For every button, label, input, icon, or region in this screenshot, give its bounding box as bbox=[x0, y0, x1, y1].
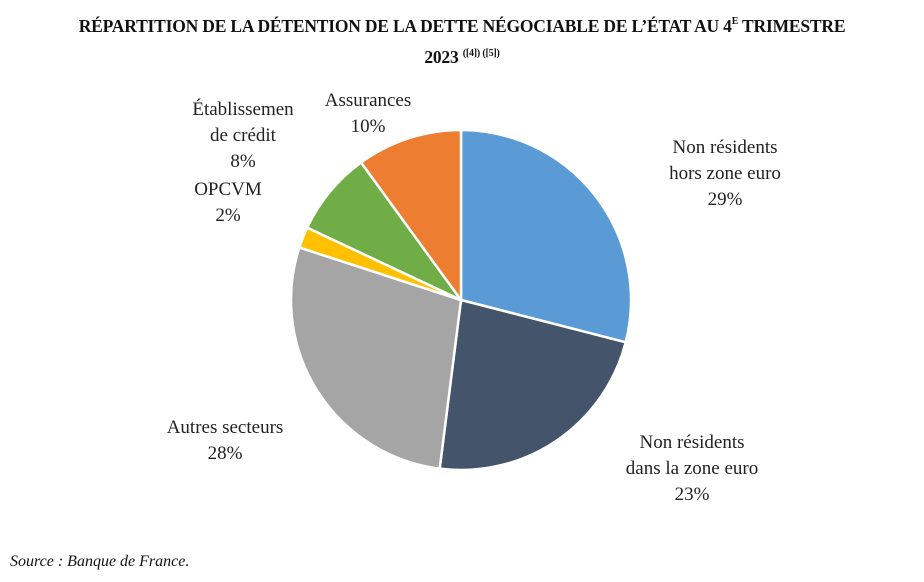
slice-value-label: 10% bbox=[350, 116, 386, 137]
pie-slice-assurances bbox=[359, 128, 463, 304]
slice-value-label: 29% bbox=[707, 189, 743, 210]
chart-title: RÉPARTITION DE LA DÉTENTION DE LA DETTE … bbox=[0, 8, 924, 71]
source-note: Source : Banque de France. bbox=[10, 553, 190, 570]
slice-label-name: OPCVM bbox=[194, 179, 262, 200]
slice-label: Autres secteurs 28% bbox=[167, 415, 284, 467]
title-superscript: E bbox=[731, 16, 739, 27]
slice-label-name: de crédit bbox=[210, 125, 276, 146]
slice-value-label: 23% bbox=[674, 484, 710, 505]
slice-label-name: Autres secteurs bbox=[166, 417, 284, 438]
slice-label: OPCVM 2% bbox=[194, 177, 262, 229]
title-text-end: TRIMESTRE bbox=[738, 16, 846, 36]
slice-label: Établissemen de crédit 8% bbox=[192, 97, 293, 175]
slice-label: Non résidents dans la zone euro 23% bbox=[626, 430, 758, 508]
title-line-1: RÉPARTITION DE LA DÉTENTION DE LA DETTE … bbox=[0, 8, 924, 40]
slice-value-label: 2% bbox=[215, 205, 241, 226]
title-line-2: 2023 ([4]) ([5]) bbox=[0, 40, 924, 71]
slice-label-name: Assurances bbox=[324, 90, 412, 111]
slice-label-name: hors zone euro bbox=[669, 163, 781, 184]
slice-label-name: Non résidents bbox=[672, 137, 778, 158]
slice-label-name: Non résidents bbox=[639, 432, 745, 453]
slice-label-name: Établissemen bbox=[192, 99, 294, 120]
slice-value-label: 8% bbox=[230, 151, 256, 172]
title-year: 2023 bbox=[424, 47, 463, 67]
slice-value-label: 28% bbox=[207, 443, 243, 464]
slice-label: Assurances 10% bbox=[325, 88, 412, 140]
pie-slice-non-r-sidents-hors-zone-euro bbox=[459, 128, 633, 344]
pie-slice-non-r-sidents-dans-la-zone-euro bbox=[438, 298, 628, 472]
title-footnote-refs: ([4]) ([5]) bbox=[462, 48, 500, 59]
pie-slice-autres-secteurs bbox=[289, 245, 463, 471]
title-text: RÉPARTITION DE LA DÉTENTION DE LA DETTE … bbox=[78, 16, 732, 36]
slice-label-name: dans la zone euro bbox=[625, 458, 759, 479]
pie-slices bbox=[289, 128, 633, 472]
slice-label: Non résidents hors zone euro 29% bbox=[669, 135, 781, 213]
